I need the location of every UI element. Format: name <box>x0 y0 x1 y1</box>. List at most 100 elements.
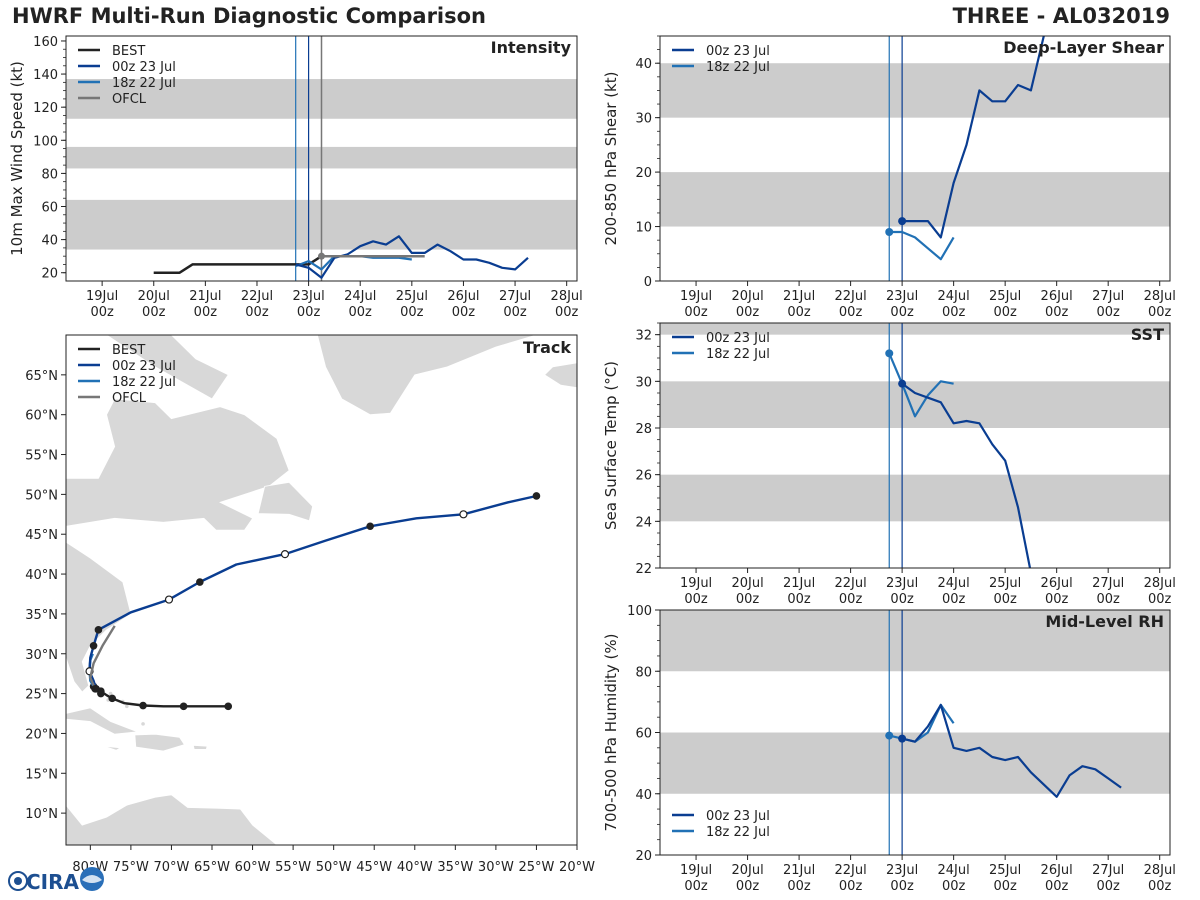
intensity-xtick-day: 20Jul <box>138 289 170 304</box>
intensity-ytick-label: 40 <box>41 234 58 249</box>
sst-xtick-day: 28Jul <box>1144 576 1176 591</box>
island <box>125 704 129 709</box>
intensity-ytick-label: 160 <box>33 35 58 50</box>
intensity-legend-label: 18z 22 Jul <box>112 76 176 91</box>
shear-series-run_00z <box>902 36 1046 239</box>
rh-xtick-hour: 00z <box>1096 879 1120 894</box>
sst-xtick-hour: 00z <box>1045 592 1069 607</box>
sst-frame <box>659 322 1171 569</box>
land-mass <box>192 744 208 750</box>
rh-title: Mid-Level RH <box>1045 612 1164 631</box>
shear-ytick-label: 10 <box>635 221 652 236</box>
track-lat-label: 35°N <box>25 608 58 623</box>
intensity-xtick-hour: 00z <box>194 305 218 320</box>
intensity-ylabel: 10m Max Wind Speed (kt) <box>8 61 26 256</box>
shear-xtick-hour: 00z <box>839 305 863 320</box>
land-mass <box>103 745 122 751</box>
sst-legend-label: 00z 23 Jul <box>706 331 770 346</box>
shear-plot-area <box>660 36 1170 281</box>
track-marker-filled <box>108 694 117 703</box>
track-lat-label: 40°N <box>25 568 58 583</box>
rh-xtick-day: 20Jul <box>731 863 763 878</box>
rh-init-marker <box>885 731 894 740</box>
intensity-xtick-hour: 00z <box>555 305 579 320</box>
sst-series-run_00z <box>901 382 1032 568</box>
sst-xtick-day: 20Jul <box>731 576 763 591</box>
sst-panel: 22242628303219Jul00z20Jul00z21Jul00z22Ju… <box>602 322 1176 607</box>
track-lat-label: 45°N <box>25 528 58 543</box>
track-marker-filled <box>97 689 105 698</box>
rh-xtick-hour: 00z <box>1148 879 1172 894</box>
intensity-xtick-hour: 00z <box>297 305 321 320</box>
sst-init-marker <box>885 349 894 358</box>
track-lon-label: 40°W <box>397 860 433 875</box>
rh-xtick-day: 22Jul <box>834 863 866 878</box>
shear-init-marker <box>885 228 894 236</box>
track-marker-filled <box>224 702 233 711</box>
sst-ytick-label: 28 <box>635 422 652 437</box>
sst-xtick-day: 25Jul <box>989 576 1021 591</box>
land-mass <box>66 707 138 735</box>
track-lon-label: 75°W <box>113 860 149 875</box>
intensity-xtick-hour: 00z <box>90 305 114 320</box>
land-mass <box>66 773 278 845</box>
track-marker-filled <box>366 522 374 531</box>
track-marker-filled <box>179 702 188 711</box>
track-frame <box>65 334 578 846</box>
intensity-xtick-hour: 00z <box>452 305 476 320</box>
rh-xtick-hour: 00z <box>1045 879 1069 894</box>
track-marker-filled <box>532 492 541 500</box>
shear-xtick-hour: 00z <box>1045 305 1069 320</box>
track-lon-label: 60°W <box>235 860 271 875</box>
intensity-xtick-day: 27Jul <box>499 289 531 304</box>
sst-xtick-day: 24Jul <box>938 576 970 591</box>
rh-series-run_00z <box>901 703 1122 798</box>
sst-ylabel: Sea Surface Temp (°C) <box>602 361 620 530</box>
rh-xtick-hour: 00z <box>839 879 863 894</box>
track-lat-label: 30°N <box>25 648 58 663</box>
island <box>141 722 145 726</box>
storm-id: THREE - AL032019 <box>952 4 1170 28</box>
rh-init-marker <box>898 734 907 743</box>
shear-xtick-hour: 00z <box>787 305 811 320</box>
intensity-series-run_18z <box>295 255 412 271</box>
intensity-ytick-label: 120 <box>33 101 58 116</box>
track-legend-label: BEST <box>112 343 145 358</box>
rh-band <box>660 610 1170 672</box>
land-mass <box>543 362 577 389</box>
rh-plot-area <box>660 610 1170 855</box>
sst-legend-label: 18z 22 Jul <box>706 347 770 362</box>
intensity-plot-area <box>66 36 577 281</box>
shear-xtick-hour: 00z <box>1096 305 1120 320</box>
rh-ylabel: 700-500 hPa Humidity (%) <box>602 633 620 831</box>
shear-title: Deep-Layer Shear <box>1003 38 1164 57</box>
intensity-xtick-hour: 00z <box>349 305 373 320</box>
intensity-series-run_00z <box>295 235 529 279</box>
track-marker-open <box>164 595 174 604</box>
rh-panel: 2040608010019Jul00z20Jul00z21Jul00z22Jul… <box>602 604 1176 894</box>
track-marker-filled <box>139 701 147 710</box>
rh-xtick-day: 25Jul <box>989 863 1021 878</box>
rh-xtick-hour: 00z <box>736 879 760 894</box>
shear-xtick-day: 25Jul <box>989 289 1021 304</box>
page-title: HWRF Multi-Run Diagnostic Comparison <box>12 4 487 28</box>
rh-xtick-hour: 00z <box>787 879 811 894</box>
track-lat-label: 60°N <box>25 409 58 424</box>
sst-plot-area <box>660 323 1170 568</box>
shear-xtick-hour: 00z <box>1148 305 1172 320</box>
shear-xtick-day: 28Jul <box>1144 289 1176 304</box>
intensity-xtick-hour: 00z <box>400 305 424 320</box>
sst-xtick-hour: 00z <box>890 592 914 607</box>
track-marker-filled <box>89 641 98 650</box>
sst-ytick-label: 30 <box>635 375 652 390</box>
track-series-run_00z <box>88 494 537 690</box>
track-marker-open <box>280 550 290 559</box>
intensity-xtick-hour: 00z <box>245 305 269 320</box>
rh-ytick-label: 40 <box>635 788 652 803</box>
sst-xtick-day: 19Jul <box>680 576 712 591</box>
sst-series-run_18z <box>888 352 954 418</box>
sst-xtick-hour: 00z <box>993 592 1017 607</box>
sst-ytick-label: 22 <box>635 562 652 577</box>
sst-xtick-hour: 00z <box>1096 592 1120 607</box>
